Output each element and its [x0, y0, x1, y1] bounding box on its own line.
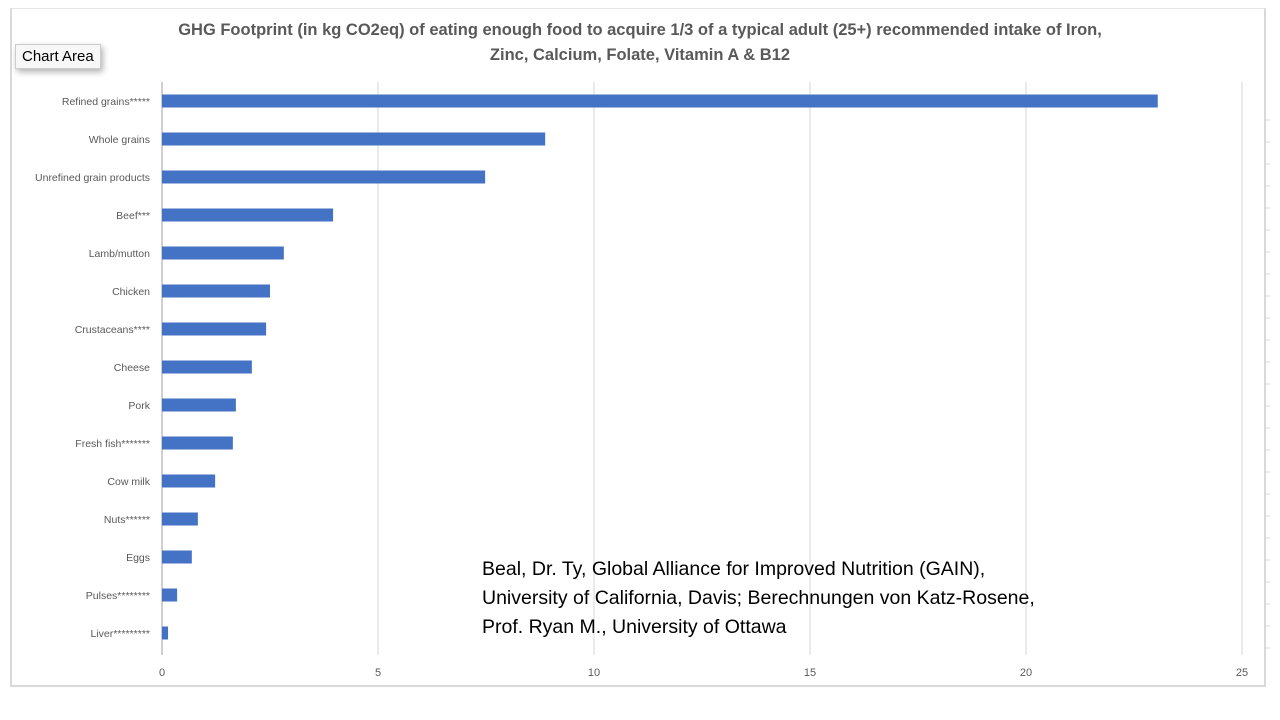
category-label: Unrefined grain products — [35, 172, 150, 184]
chart-title-line-2: Zinc, Calcium, Folate, Vitamin A & B12 — [489, 46, 791, 64]
chart-title: GHG Footprint (in kg CO2eq) of eating en… — [140, 18, 1140, 68]
bar — [162, 246, 284, 260]
x-tick-label: 15 — [804, 667, 816, 679]
bar — [162, 322, 267, 336]
bar — [162, 284, 270, 298]
bar — [162, 474, 216, 488]
source-line-2: University of California, Davis; Berechn… — [482, 587, 1035, 609]
category-label: Chicken — [112, 286, 150, 298]
bar — [162, 626, 169, 640]
category-label: Nuts****** — [104, 514, 150, 526]
category-label: Lamb/mutton — [89, 248, 150, 260]
category-label: Liver********* — [90, 628, 150, 640]
category-label: Cheese — [114, 362, 150, 374]
bar — [162, 94, 1158, 108]
bar — [162, 550, 192, 564]
category-label: Pork — [128, 400, 150, 412]
x-tick-label: 0 — [159, 667, 165, 679]
source-line-3: Prof. Ryan M., University of Ottawa — [482, 616, 787, 638]
category-label: Pulses******** — [86, 590, 150, 602]
category-label: Fresh fish******* — [75, 438, 150, 450]
source-line-1: Beal, Dr. Ty, Global Alliance for Improv… — [482, 558, 986, 580]
source-note: Beal, Dr. Ty, Global Alliance for Improv… — [482, 555, 1035, 642]
x-tick-label: 25 — [1236, 667, 1248, 679]
x-tick-label: 5 — [375, 667, 381, 679]
bar — [162, 436, 233, 450]
chart-area-tooltip: Chart Area — [15, 44, 101, 69]
category-label: Crustaceans**** — [75, 324, 150, 336]
bar — [162, 170, 486, 184]
category-label: Cow milk — [107, 476, 150, 488]
category-label: Eggs — [126, 552, 150, 564]
bar — [162, 208, 334, 222]
bar — [162, 398, 236, 412]
bar — [162, 512, 198, 526]
chart-area[interactable] — [10, 8, 1266, 687]
bar — [162, 588, 178, 602]
chart-title-line-1: GHG Footprint (in kg CO2eq) of eating en… — [178, 21, 1102, 39]
category-label: Whole grains — [89, 134, 150, 146]
bar — [162, 132, 546, 146]
category-label: Beef*** — [116, 210, 150, 222]
bar — [162, 360, 252, 374]
category-label: Refined grains***** — [62, 96, 150, 108]
x-tick-label: 10 — [588, 667, 600, 679]
x-tick-label: 20 — [1020, 667, 1032, 679]
